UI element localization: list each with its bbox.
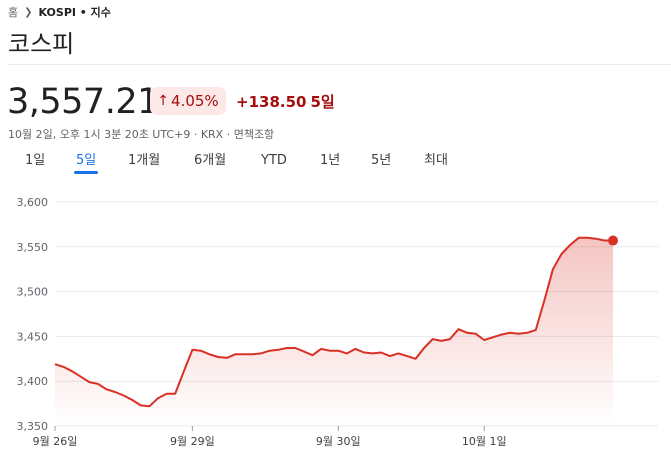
price-area <box>55 237 613 426</box>
page-title: 코스피 <box>8 30 75 58</box>
header-divider <box>8 64 671 65</box>
tab-ytd[interactable]: YTD <box>261 153 287 168</box>
x-tick-label: 10월 1일 <box>462 434 507 448</box>
y-tick-label: 3,500 <box>17 286 49 299</box>
chevron-right-icon: ❯ <box>24 6 33 18</box>
y-axis: 3,350 3,400 3,450 3,500 3,550 3,600 <box>17 196 49 433</box>
breadcrumb-current[interactable]: KOSPI • 지수 <box>38 6 111 19</box>
price-line <box>54 236 613 408</box>
change-absolute: +138.50 5일 <box>236 91 335 112</box>
tab-5d[interactable]: 5일 <box>73 152 99 174</box>
x-tick-label: 9월 26일 <box>33 434 78 448</box>
y-tick-label: 3,350 <box>17 420 49 433</box>
tab-5y[interactable]: 5년 <box>371 153 392 168</box>
tab-1m[interactable]: 1개월 <box>128 153 161 168</box>
tab-1d[interactable]: 1일 <box>25 153 46 168</box>
tab-max[interactable]: 최대 <box>424 153 448 168</box>
arrow-up-icon: ↑ <box>157 93 170 109</box>
tab-1y[interactable]: 1년 <box>320 153 341 168</box>
y-tick-label: 3,600 <box>17 196 49 209</box>
y-tick-label: 3,550 <box>17 241 49 254</box>
breadcrumb: 홈 ❯ KOSPI • 지수 <box>8 4 111 20</box>
x-tick-label: 9월 29일 <box>170 434 215 448</box>
y-tick-label: 3,400 <box>17 375 49 388</box>
change-absolute-value: +138.50 <box>236 93 307 111</box>
y-tick-label: 3,450 <box>17 330 49 343</box>
change-percent-value: 4.05% <box>171 92 219 110</box>
quote-meta: 10월 2일, 오후 1시 3분 20초 UTC+9 · KRX · 면책조항 <box>8 128 275 141</box>
x-axis: 9월 26일 9월 29일 9월 30일 10월 1일 <box>33 426 507 448</box>
breadcrumb-home-link[interactable]: 홈 <box>8 6 19 19</box>
latest-point <box>608 235 618 246</box>
current-price: 3,557.21 <box>7 82 159 122</box>
x-tick-label: 9월 30일 <box>316 434 361 448</box>
tab-6m[interactable]: 6개월 <box>194 153 227 168</box>
change-period: 5일 <box>310 93 335 111</box>
change-percent-badge: ↑ 4.05% <box>150 87 226 115</box>
